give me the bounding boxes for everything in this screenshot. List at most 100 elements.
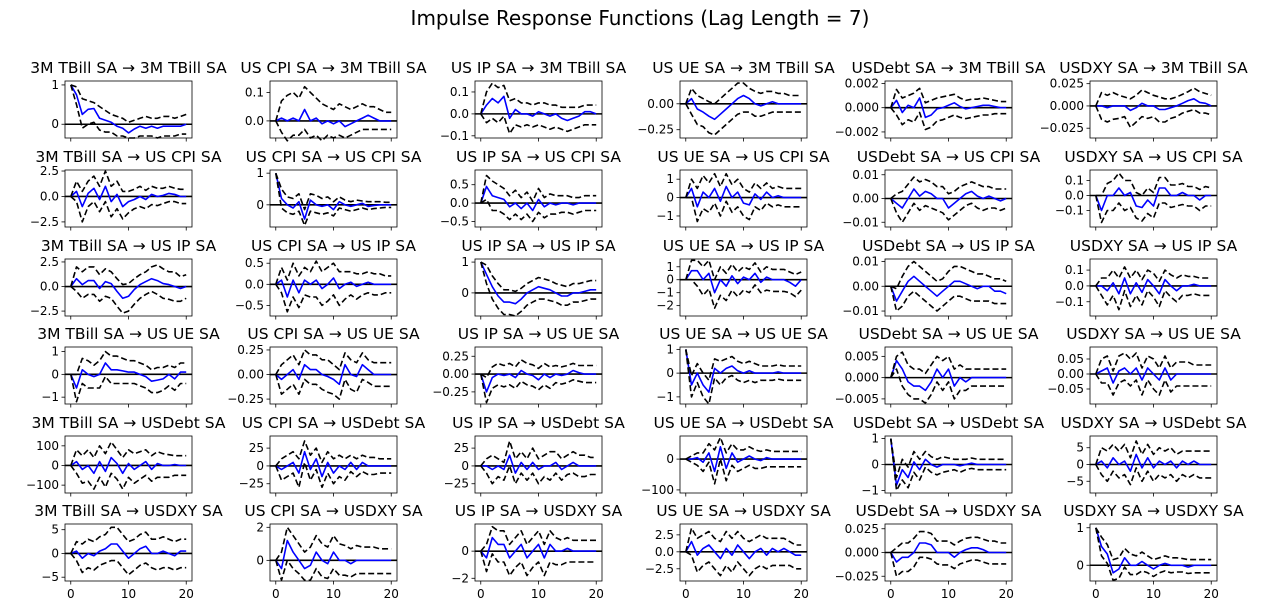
upper-band (480, 261, 597, 293)
y-tick-label: 0.0 (1065, 189, 1084, 203)
y-tick-label: 1 (666, 260, 674, 274)
lower-band (70, 84, 187, 139)
upper-band (480, 358, 597, 379)
plot-frame (679, 435, 808, 494)
subplot-title: 3M TBill SA → US CPI SA (35, 148, 222, 166)
lower-band (70, 285, 187, 314)
subplot: US CPI SA → USDebt SA −25 0 25 (239, 414, 426, 497)
y-tick-label: −0.5 (440, 214, 469, 228)
subplot-title: US IP SA → US IP SA (461, 237, 616, 255)
y-tick-label: 0 (461, 459, 469, 473)
y-tick-label: 0.01 (852, 254, 879, 268)
lower-band (480, 550, 597, 577)
upper-band (685, 82, 802, 105)
y-tick-label: 1 (51, 345, 59, 359)
y-tick-label: 0 (256, 459, 264, 473)
x-tick-label: 0 (682, 587, 690, 601)
lower-band (480, 465, 597, 485)
upper-band (70, 170, 187, 197)
subplot-title: USDebt SA → 3M TBill SA (852, 59, 1046, 77)
subplot: US CPI SA → US CPI SA 0 1 (246, 148, 422, 231)
lower-band (685, 103, 802, 136)
subplot-title: USDebt SA → USDXY SA (856, 502, 1042, 520)
lower-band (685, 551, 802, 577)
plot-frame (64, 80, 193, 139)
irf-line (685, 185, 802, 208)
upper-band (890, 530, 1007, 554)
subplot: USDXY SA → USDebt SA −5 0 5 (1061, 414, 1247, 497)
y-tick-label: 0.00 (1057, 367, 1084, 381)
y-tick-label: 0.0 (245, 114, 264, 128)
y-tick-label: −100 (641, 483, 674, 497)
y-tick-label: −0.1 (1055, 204, 1084, 218)
irf-line (685, 94, 802, 121)
lower-band (1095, 527, 1212, 582)
y-tick-label: 1 (1076, 521, 1084, 535)
y-tick-label: −2.5 (645, 562, 674, 576)
irf-line (1095, 187, 1212, 212)
subplot-title: USDXY SA → US CPI SA (1064, 148, 1243, 166)
upper-band (70, 84, 187, 124)
y-tick-label: 0 (256, 553, 264, 567)
y-tick-label: 0 (1076, 558, 1084, 572)
irf-line (480, 261, 597, 305)
subplot-title: US UE SA → US CPI SA (657, 148, 830, 166)
irf-line (480, 185, 597, 212)
y-tick-label: −0.002 (835, 125, 879, 139)
y-tick-label: 0 (666, 191, 674, 205)
x-tick-label: 10 (121, 587, 136, 601)
upper-band (1095, 87, 1212, 107)
subplot-title: USDebt SA → US IP SA (862, 237, 1035, 255)
plot-frame (64, 346, 193, 405)
y-tick-label: −1 (656, 286, 674, 300)
lower-band (480, 261, 597, 317)
lower-band (890, 368, 1007, 404)
subplot: USDebt SA → US UE SA −0.005 0.000 0.005 (835, 325, 1039, 408)
irf-line (70, 185, 187, 208)
irf-line (275, 108, 392, 128)
subplot: 3M TBill SA → 3M TBill SA 0 1 (30, 59, 227, 142)
irf-line (1095, 527, 1212, 574)
lower-band (685, 278, 802, 310)
y-tick-label: 0 (461, 286, 469, 300)
plot-frame (269, 169, 398, 228)
subplot-title: 3M TBill SA → US IP SA (41, 237, 217, 255)
y-tick-label: −0.25 (227, 392, 264, 406)
subplot: 3M TBill SA → USDebt SA −100 0 100 (26, 414, 226, 497)
irf-line (685, 540, 802, 560)
y-tick-label: 2.5 (40, 164, 59, 178)
subplot-title: US IP SA → US UE SA (458, 325, 620, 343)
y-tick-label: 1 (256, 166, 264, 180)
subplot: US IP SA → US CPI SA −0.5 0.0 0.5 (440, 148, 621, 231)
upper-band (1095, 440, 1212, 465)
subplot-title: USDXY SA → 3M TBill SA (1059, 59, 1248, 77)
irf-line (685, 269, 802, 294)
lower-band (275, 461, 392, 489)
upper-band (70, 264, 187, 287)
lower-band (275, 374, 392, 400)
x-tick-label: 0 (67, 587, 75, 601)
x-tick-label: 10 (531, 587, 546, 601)
irf-line (480, 454, 597, 474)
y-tick-label: 0.005 (845, 349, 879, 363)
y-tick-label: −25 (239, 477, 264, 491)
subplot-title: US CPI SA → USDebt SA (242, 414, 426, 432)
lower-band (890, 438, 1007, 492)
upper-band (685, 172, 802, 198)
lower-band (480, 373, 597, 404)
y-tick-label: −100 (26, 478, 59, 492)
y-tick-label: 5 (51, 523, 59, 537)
irf-line (275, 363, 392, 386)
upper-band (685, 436, 802, 460)
lower-band (1095, 285, 1212, 311)
y-tick-label: 0.0 (40, 189, 59, 203)
y-tick-label: 0.1 (450, 85, 469, 99)
subplot-title: US IP SA → USDXY SA (455, 502, 623, 520)
y-tick-label: −2 (451, 571, 469, 585)
subplot-title: 3M TBill SA → US UE SA (37, 325, 220, 343)
upper-band (890, 438, 1007, 479)
lower-band (890, 286, 1007, 312)
y-tick-label: 0.000 (845, 371, 879, 385)
upper-band (890, 176, 1007, 200)
y-tick-label: 0.5 (245, 256, 264, 270)
